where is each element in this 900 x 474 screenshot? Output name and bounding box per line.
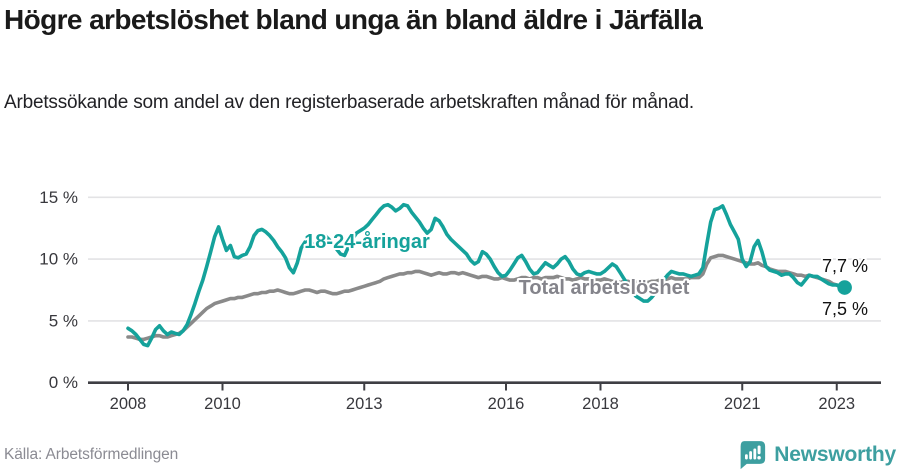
y-tick-label: 10 %	[39, 250, 78, 269]
x-tick-label: 2023	[818, 395, 855, 413]
brand-name: Newsworthy	[774, 443, 896, 466]
x-tick-label: 2016	[488, 395, 525, 413]
chart-annotation: 18-24-åringar	[304, 230, 430, 253]
x-tick-label: 2010	[204, 395, 241, 413]
source-label: Källa: Arbetsförmedlingen	[4, 446, 179, 463]
chart-annotation: 7,7 %	[822, 256, 868, 276]
page-title: Högre arbetslöshet bland unga än bland ä…	[4, 4, 703, 35]
series-end-dot	[837, 280, 852, 295]
y-tick-label: 5 %	[49, 311, 78, 330]
speech-bubble-chart-icon	[738, 440, 766, 471]
chart-canvas: 0 % 5 % 10 % 15 % 2008 2010 2013 2016 2018 2021 20…	[39, 188, 881, 413]
x-tick-label: 2013	[346, 395, 383, 413]
y-tick-label: 0 %	[49, 373, 78, 392]
chart-annotation: Total arbetslöshet	[519, 277, 690, 299]
x-tick-label: 2021	[724, 395, 761, 413]
x-tick-label: 2018	[582, 395, 619, 413]
series-line-total	[126, 253, 847, 342]
chart-footer: Källa: Arbetsförmedlingen Newsworthy	[0, 438, 900, 472]
chart-annotation: 7,5 %	[822, 299, 868, 319]
unemployment-line-chart: 0 % 5 % 10 % 15 % 2008 2010 2013 2016 2018 2021 20…	[0, 175, 900, 425]
series-line-youth	[126, 202, 847, 348]
page-subtitle: Arbetssökande som andel av den registerb…	[4, 92, 694, 113]
x-tick-label: 2008	[110, 395, 147, 413]
y-tick-label: 15 %	[39, 188, 78, 207]
newsworthy-logo[interactable]: Newsworthy	[738, 440, 896, 471]
